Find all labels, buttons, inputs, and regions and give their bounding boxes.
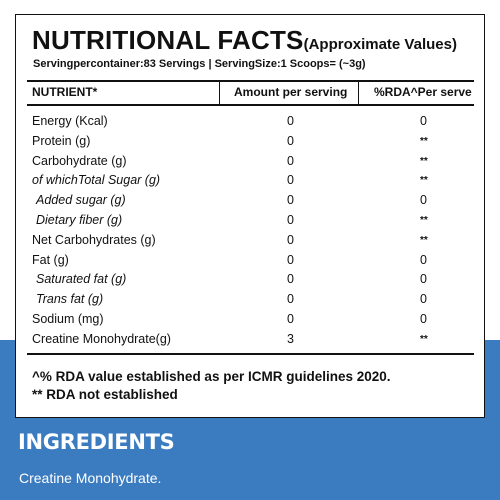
amount-value: 0 — [287, 193, 294, 208]
table-row: Creatine Monohydrate(g) 3 ** — [27, 330, 474, 350]
table-row: Fat (g) 0 0 — [27, 251, 474, 271]
header-bottom-rule — [27, 104, 474, 106]
footnote-not-established: ** RDA not established — [32, 387, 178, 402]
amount-value: 3 — [287, 331, 294, 346]
column-nutrient: NUTRIENT* — [32, 85, 98, 99]
amount-value: 0 — [287, 133, 294, 148]
rda-value: 0 — [420, 193, 427, 208]
nutrient-name: Carbohydrate (g) — [32, 153, 127, 168]
table-bottom-rule — [27, 353, 474, 355]
table-row: of whichTotal Sugar (g) 0 ** — [27, 171, 474, 191]
rda-value: 0 — [420, 272, 427, 287]
nutrient-name: Net Carbohydrates (g) — [32, 232, 156, 247]
amount-value: 0 — [287, 311, 294, 326]
rda-value: 0 — [420, 292, 427, 307]
amount-value: 0 — [287, 114, 294, 128]
rda-value: ** — [420, 155, 428, 167]
table-row: Added sugar (g) 0 0 — [27, 191, 474, 211]
rda-value: ** — [420, 333, 428, 345]
amount-value: 0 — [287, 232, 294, 247]
rda-value: 0 — [420, 311, 427, 326]
nutrition-label: NUTRITIONAL FACTS(Approximate Values) Se… — [15, 14, 485, 418]
nutrient-name: Dietary fiber (g) — [36, 212, 123, 227]
rda-value: 0 — [420, 114, 427, 128]
table-row: Energy (Kcal) 0 0 — [27, 112, 474, 132]
amount-value: 0 — [287, 272, 294, 287]
nutrient-name: Sodium (mg) — [32, 311, 104, 326]
title-sub: (Approximate Values) — [303, 36, 457, 53]
label-title: NUTRITIONAL FACTS(Approximate Values) — [32, 25, 457, 56]
table-row: Net Carbohydrates (g) 0 ** — [27, 231, 474, 251]
nutrient-name: Saturated fat (g) — [36, 272, 127, 287]
column-divider-1 — [219, 81, 220, 105]
table-row: Trans fat (g) 0 0 — [27, 290, 474, 310]
serving-info: Servingpercontainer:83 Servings | Servin… — [33, 58, 366, 70]
nutrient-name: Protein (g) — [32, 133, 91, 148]
column-rda: %RDA^Per serve — [374, 85, 472, 99]
column-amount: Amount per serving — [234, 85, 348, 99]
nutrient-name: of whichTotal Sugar (g) — [32, 173, 161, 188]
table-header: NUTRIENT* Amount per serving %RDA^Per se… — [27, 82, 474, 104]
table-row: Protein (g) 0 ** — [27, 132, 474, 152]
nutrient-rows: Energy (Kcal) 0 0 Protein (g) 0 ** Carbohydrat… — [27, 112, 474, 350]
ingredients-title: INGREDIENTS — [18, 430, 175, 454]
nutrient-name: Added sugar (g) — [36, 193, 126, 208]
amount-value: 0 — [287, 252, 294, 267]
nutrient-name: Trans fat (g) — [36, 292, 104, 307]
column-divider-2 — [358, 81, 359, 105]
table-row: Sodium (mg) 0 0 — [27, 310, 474, 330]
nutrient-name: Fat (g) — [32, 252, 69, 267]
nutrient-name: Energy (Kcal) — [32, 114, 108, 128]
footnote-rda: ^% RDA value established as per ICMR gui… — [32, 369, 391, 384]
table-row: Dietary fiber (g) 0 ** — [27, 211, 474, 231]
ingredients-text: Creatine Monohydrate. — [19, 470, 162, 486]
rda-value: ** — [420, 175, 428, 187]
title-main: NUTRITIONAL FACTS — [32, 25, 304, 55]
rda-value: 0 — [420, 252, 427, 267]
amount-value: 0 — [287, 212, 294, 227]
nutrient-name: Creatine Monohydrate(g) — [32, 331, 171, 346]
rda-value: ** — [420, 214, 428, 226]
amount-value: 0 — [287, 173, 294, 188]
rda-value: ** — [420, 135, 428, 147]
amount-value: 0 — [287, 153, 294, 168]
table-row: Saturated fat (g) 0 0 — [27, 270, 474, 290]
table-top-rule — [27, 80, 474, 82]
rda-value: ** — [420, 234, 428, 246]
table-row: Carbohydrate (g) 0 ** — [27, 152, 474, 172]
amount-value: 0 — [287, 292, 294, 307]
